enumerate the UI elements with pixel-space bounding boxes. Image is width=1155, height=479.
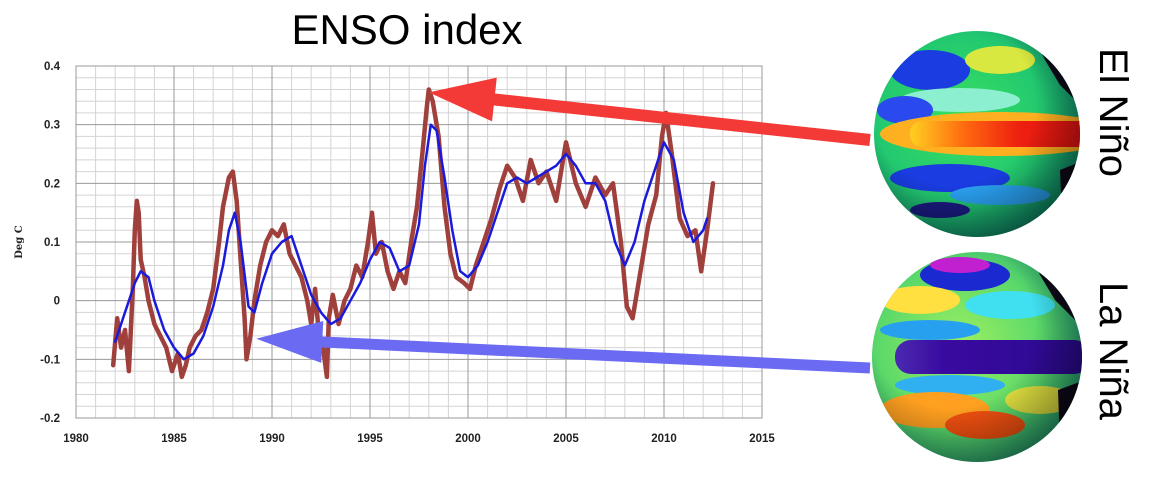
x-tick-label: 2005: [553, 433, 579, 445]
y-tick-label: 0.4: [44, 61, 61, 73]
la-nina-label: La Niña: [1091, 282, 1135, 421]
y-tick-labels: -0.2 -0.1 0 0.1 0.2 0.3 0.4: [40, 61, 60, 425]
y-tick-label: 0.2: [44, 178, 60, 190]
series-line-monthly: [110, 87, 716, 380]
chart-title: ENSO index: [291, 6, 522, 53]
el-nino-label: El Niño: [1091, 48, 1135, 177]
x-tick-label: 1980: [63, 433, 89, 445]
x-tick-label: 1995: [357, 433, 383, 445]
x-tick-label: 2000: [455, 433, 481, 445]
y-axis-label: Deg C: [14, 225, 25, 259]
el-nino-arrow: [428, 77, 871, 146]
x-tick-label: 1985: [161, 433, 187, 445]
x-tick-label: 2015: [749, 433, 775, 445]
la-nina-arrow: [256, 320, 871, 374]
y-tick-label: -0.1: [40, 354, 60, 366]
plot-area: -0.2 -0.1 0 0.1 0.2 0.3 0.4 1980 1985 1990 1995 20…: [40, 61, 775, 445]
la-nina-globe-image: [872, 252, 1082, 462]
series-line-smoothed: [113, 123, 709, 361]
el-nino-globe-image: [874, 31, 1080, 237]
y-tick-label: 0.1: [44, 237, 61, 249]
x-tick-label: 2010: [651, 433, 677, 445]
y-tick-label: 0.3: [44, 120, 60, 132]
x-tick-labels: 1980 1985 1990 1995 2000 2005 2010 2015: [63, 433, 775, 445]
y-tick-label: -0.2: [40, 413, 60, 425]
y-tick-label: 0: [54, 296, 60, 308]
x-tick-label: 1990: [259, 433, 285, 445]
